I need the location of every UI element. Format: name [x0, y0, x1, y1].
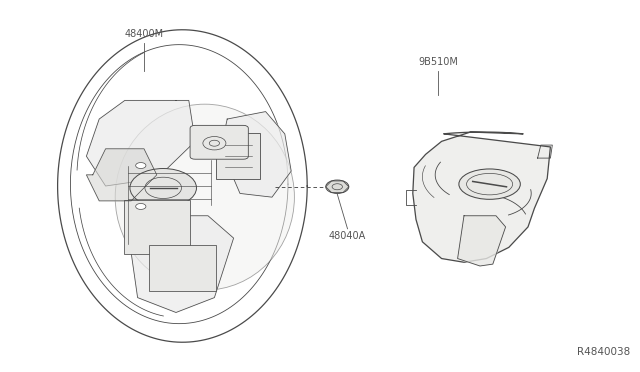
Polygon shape: [458, 216, 506, 266]
Ellipse shape: [115, 104, 294, 290]
FancyBboxPatch shape: [149, 245, 216, 291]
Polygon shape: [86, 149, 157, 201]
Circle shape: [136, 163, 146, 169]
Text: 48040A: 48040A: [329, 231, 366, 241]
Text: R4840038: R4840038: [577, 347, 630, 357]
Polygon shape: [221, 112, 291, 197]
Polygon shape: [86, 100, 195, 186]
Circle shape: [130, 169, 196, 207]
Ellipse shape: [459, 169, 520, 199]
Polygon shape: [413, 132, 550, 262]
Text: 48400M: 48400M: [124, 29, 164, 39]
Polygon shape: [131, 216, 234, 312]
Circle shape: [326, 180, 349, 193]
Circle shape: [136, 203, 146, 209]
FancyBboxPatch shape: [216, 133, 260, 179]
FancyBboxPatch shape: [190, 125, 248, 159]
FancyBboxPatch shape: [124, 200, 190, 254]
Text: 9B510M: 9B510M: [419, 57, 458, 67]
